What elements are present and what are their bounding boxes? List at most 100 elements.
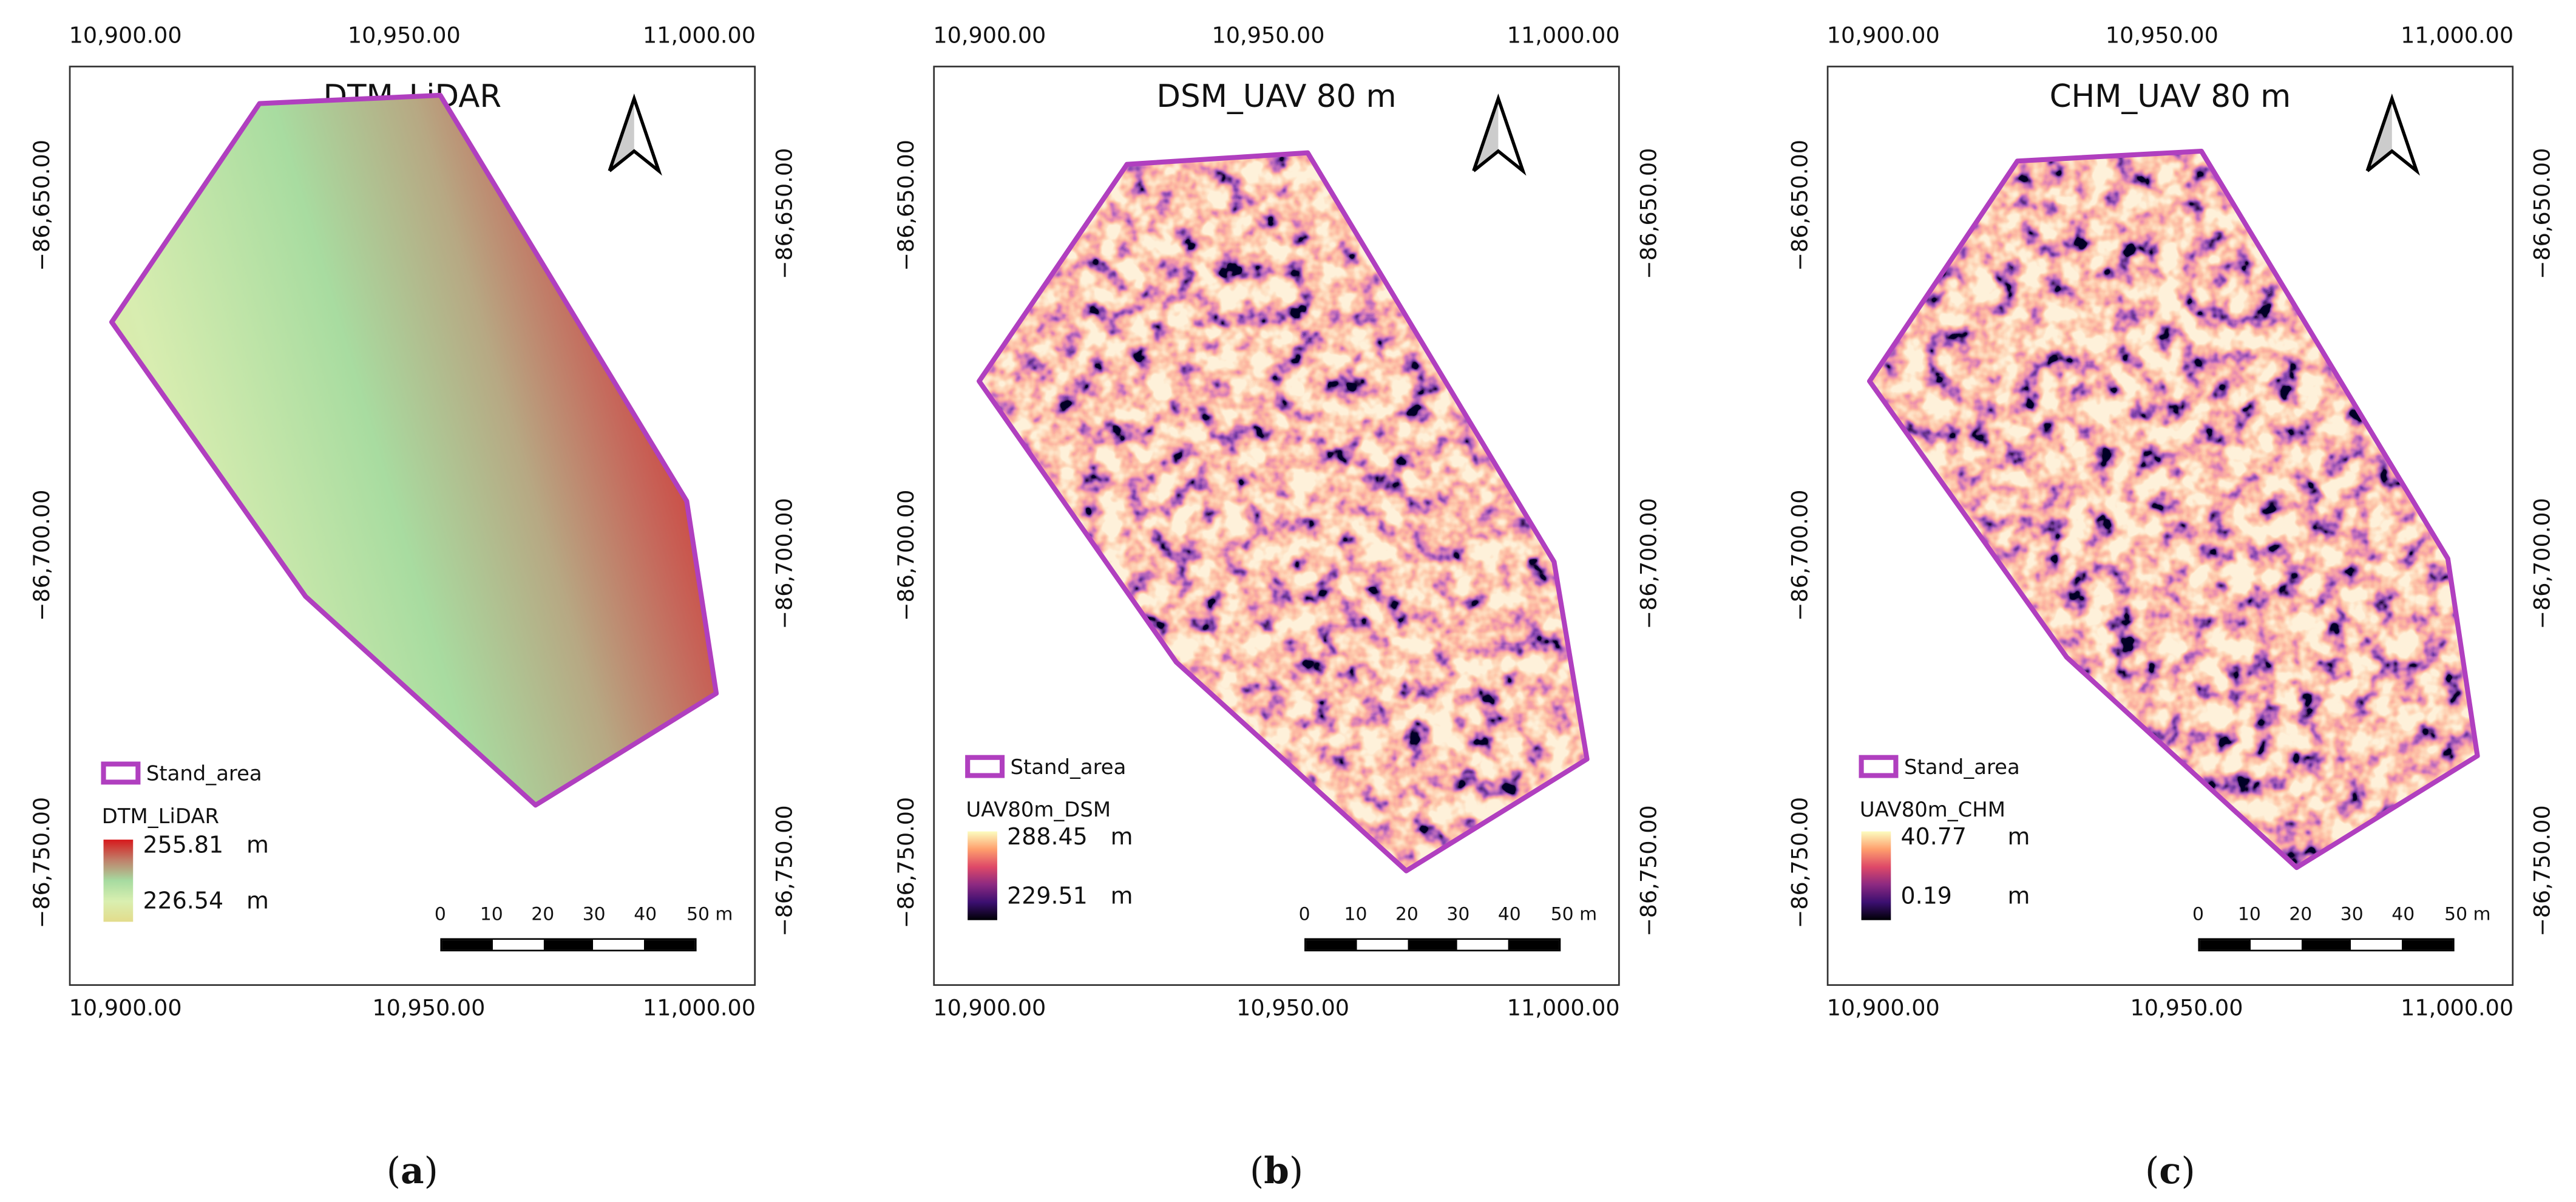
- scalebar-segment: [1457, 940, 1509, 950]
- scalebar-label: 10: [1344, 903, 1368, 925]
- stand-area-legend-swatch: [1859, 755, 1899, 778]
- scalebar-label: 0: [1298, 903, 1310, 925]
- color-ramp-legend: [968, 831, 997, 920]
- scalebar-label: 20: [1395, 903, 1418, 925]
- x-tick-label-bottom: 10,900.00: [933, 996, 1046, 1022]
- legend-unit: m: [1110, 884, 1133, 911]
- legend-value-min: 0.19: [1900, 884, 1952, 911]
- x-tick-label-bottom: 11,000.00: [643, 996, 756, 1022]
- scalebar-segment: [492, 940, 543, 950]
- scalebar-label: 50 m: [1550, 903, 1598, 925]
- scalebar-segment: [2300, 940, 2352, 950]
- scalebar-label: 40: [2391, 903, 2415, 925]
- x-tick-label-top: 10,900.00: [1826, 22, 1940, 50]
- x-tick-label-bottom: 10,900.00: [1826, 996, 1940, 1022]
- scalebar-label: 40: [634, 903, 657, 925]
- color-ramp-legend: [1861, 831, 1891, 920]
- scalebar-label: 50 m: [686, 903, 733, 925]
- scalebar-segment: [1407, 940, 1458, 950]
- x-tick-label-top: 11,000.00: [2401, 22, 2514, 50]
- map-frame: [933, 66, 1620, 986]
- stand-area-legend-swatch: [101, 761, 141, 785]
- legend-raster-name: UAV80m_DSM: [966, 796, 1111, 822]
- scalebar: [1304, 938, 1561, 952]
- x-tick-label-top: 10,950.00: [2105, 22, 2218, 50]
- color-ramp-legend: [103, 840, 134, 922]
- scalebar-label: 30: [1446, 903, 1470, 925]
- scalebar-label: 50 m: [2444, 903, 2491, 925]
- x-tick-label-top: 10,950.00: [347, 22, 461, 50]
- map-frame: [69, 66, 756, 986]
- scalebar-segment: [2250, 940, 2301, 950]
- legend-unit: m: [1110, 824, 1133, 852]
- map-title: CHM_UAV 80 m: [2049, 78, 2291, 115]
- caption-letter: a: [401, 1150, 424, 1193]
- scalebar-label: 20: [531, 903, 555, 925]
- scalebar-label: 30: [582, 903, 606, 925]
- panel-caption: (a): [386, 1150, 438, 1193]
- x-tick-label-top: 11,000.00: [643, 22, 756, 50]
- x-tick-label-bottom: 10,950.00: [1236, 996, 1350, 1022]
- caption-letter: b: [1264, 1150, 1289, 1193]
- legend-stand-area-label: Stand_area: [1010, 754, 1127, 779]
- x-tick-label-top: 10,950.00: [1212, 22, 1325, 50]
- map-frame: [1826, 66, 2514, 986]
- x-tick-label-bottom: 11,000.00: [2401, 996, 2514, 1022]
- legend-raster-name: UAV80m_CHM: [1859, 796, 2005, 822]
- legend-raster-name: DTM_LiDAR: [101, 803, 219, 829]
- scalebar-segment: [543, 940, 594, 950]
- panel-caption: (c): [2145, 1150, 2195, 1193]
- scalebar-segment: [1306, 940, 1357, 950]
- legend-value-max: 255.81: [143, 833, 224, 860]
- legend-value-max: 288.45: [1007, 824, 1088, 852]
- x-tick-label-bottom: 10,950.00: [2130, 996, 2243, 1022]
- scalebar-segment: [644, 940, 695, 950]
- scalebar: [2198, 938, 2455, 952]
- stand-area-legend-swatch: [965, 755, 1005, 778]
- x-tick-label-top: 10,900.00: [69, 22, 182, 50]
- scalebar-label: 0: [434, 903, 446, 925]
- x-tick-label-bottom: 10,900.00: [69, 996, 182, 1022]
- legend-stand-area-label: Stand_area: [146, 761, 262, 786]
- scalebar-label: 20: [2289, 903, 2313, 925]
- scalebar-segment: [1508, 940, 1559, 950]
- x-tick-label-bottom: 11,000.00: [1507, 996, 1620, 1022]
- scalebar-label: 40: [1497, 903, 1521, 925]
- scalebar-label: 30: [2340, 903, 2364, 925]
- legend-unit: m: [2007, 884, 2030, 911]
- stand-area-outline: [109, 92, 719, 808]
- scalebar-label: 10: [2237, 903, 2261, 925]
- legend-value-min: 226.54: [143, 889, 224, 915]
- scalebar: [440, 938, 697, 952]
- north-arrow-icon: [2365, 93, 2420, 176]
- x-tick-label-bottom: 10,950.00: [372, 996, 486, 1022]
- scalebar-segment: [442, 940, 493, 950]
- scalebar-segment: [2351, 940, 2402, 950]
- scalebar-label: 10: [480, 903, 503, 925]
- north-arrow-icon: [608, 93, 662, 176]
- map-title: DSM_UAV 80 m: [1156, 78, 1397, 115]
- legend-value-min: 229.51: [1007, 884, 1088, 911]
- legend-value-max: 40.77: [1900, 824, 1967, 852]
- legend-unit: m: [2007, 824, 2030, 852]
- stand-area-outline: [1867, 148, 2480, 871]
- scalebar-segment: [1357, 940, 1408, 950]
- legend-stand-area-label: Stand_area: [1903, 754, 2020, 779]
- stand-area-outline: [977, 150, 1590, 874]
- north-arrow-icon: [1472, 93, 1527, 176]
- scalebar-segment: [594, 940, 645, 950]
- legend-unit: m: [246, 833, 269, 860]
- x-tick-label-top: 11,000.00: [1507, 22, 1620, 50]
- scalebar-segment: [2402, 940, 2453, 950]
- scalebar-label: 0: [2192, 903, 2204, 925]
- legend-unit: m: [246, 889, 269, 915]
- scalebar-segment: [2200, 940, 2251, 950]
- caption-letter: c: [2159, 1150, 2181, 1193]
